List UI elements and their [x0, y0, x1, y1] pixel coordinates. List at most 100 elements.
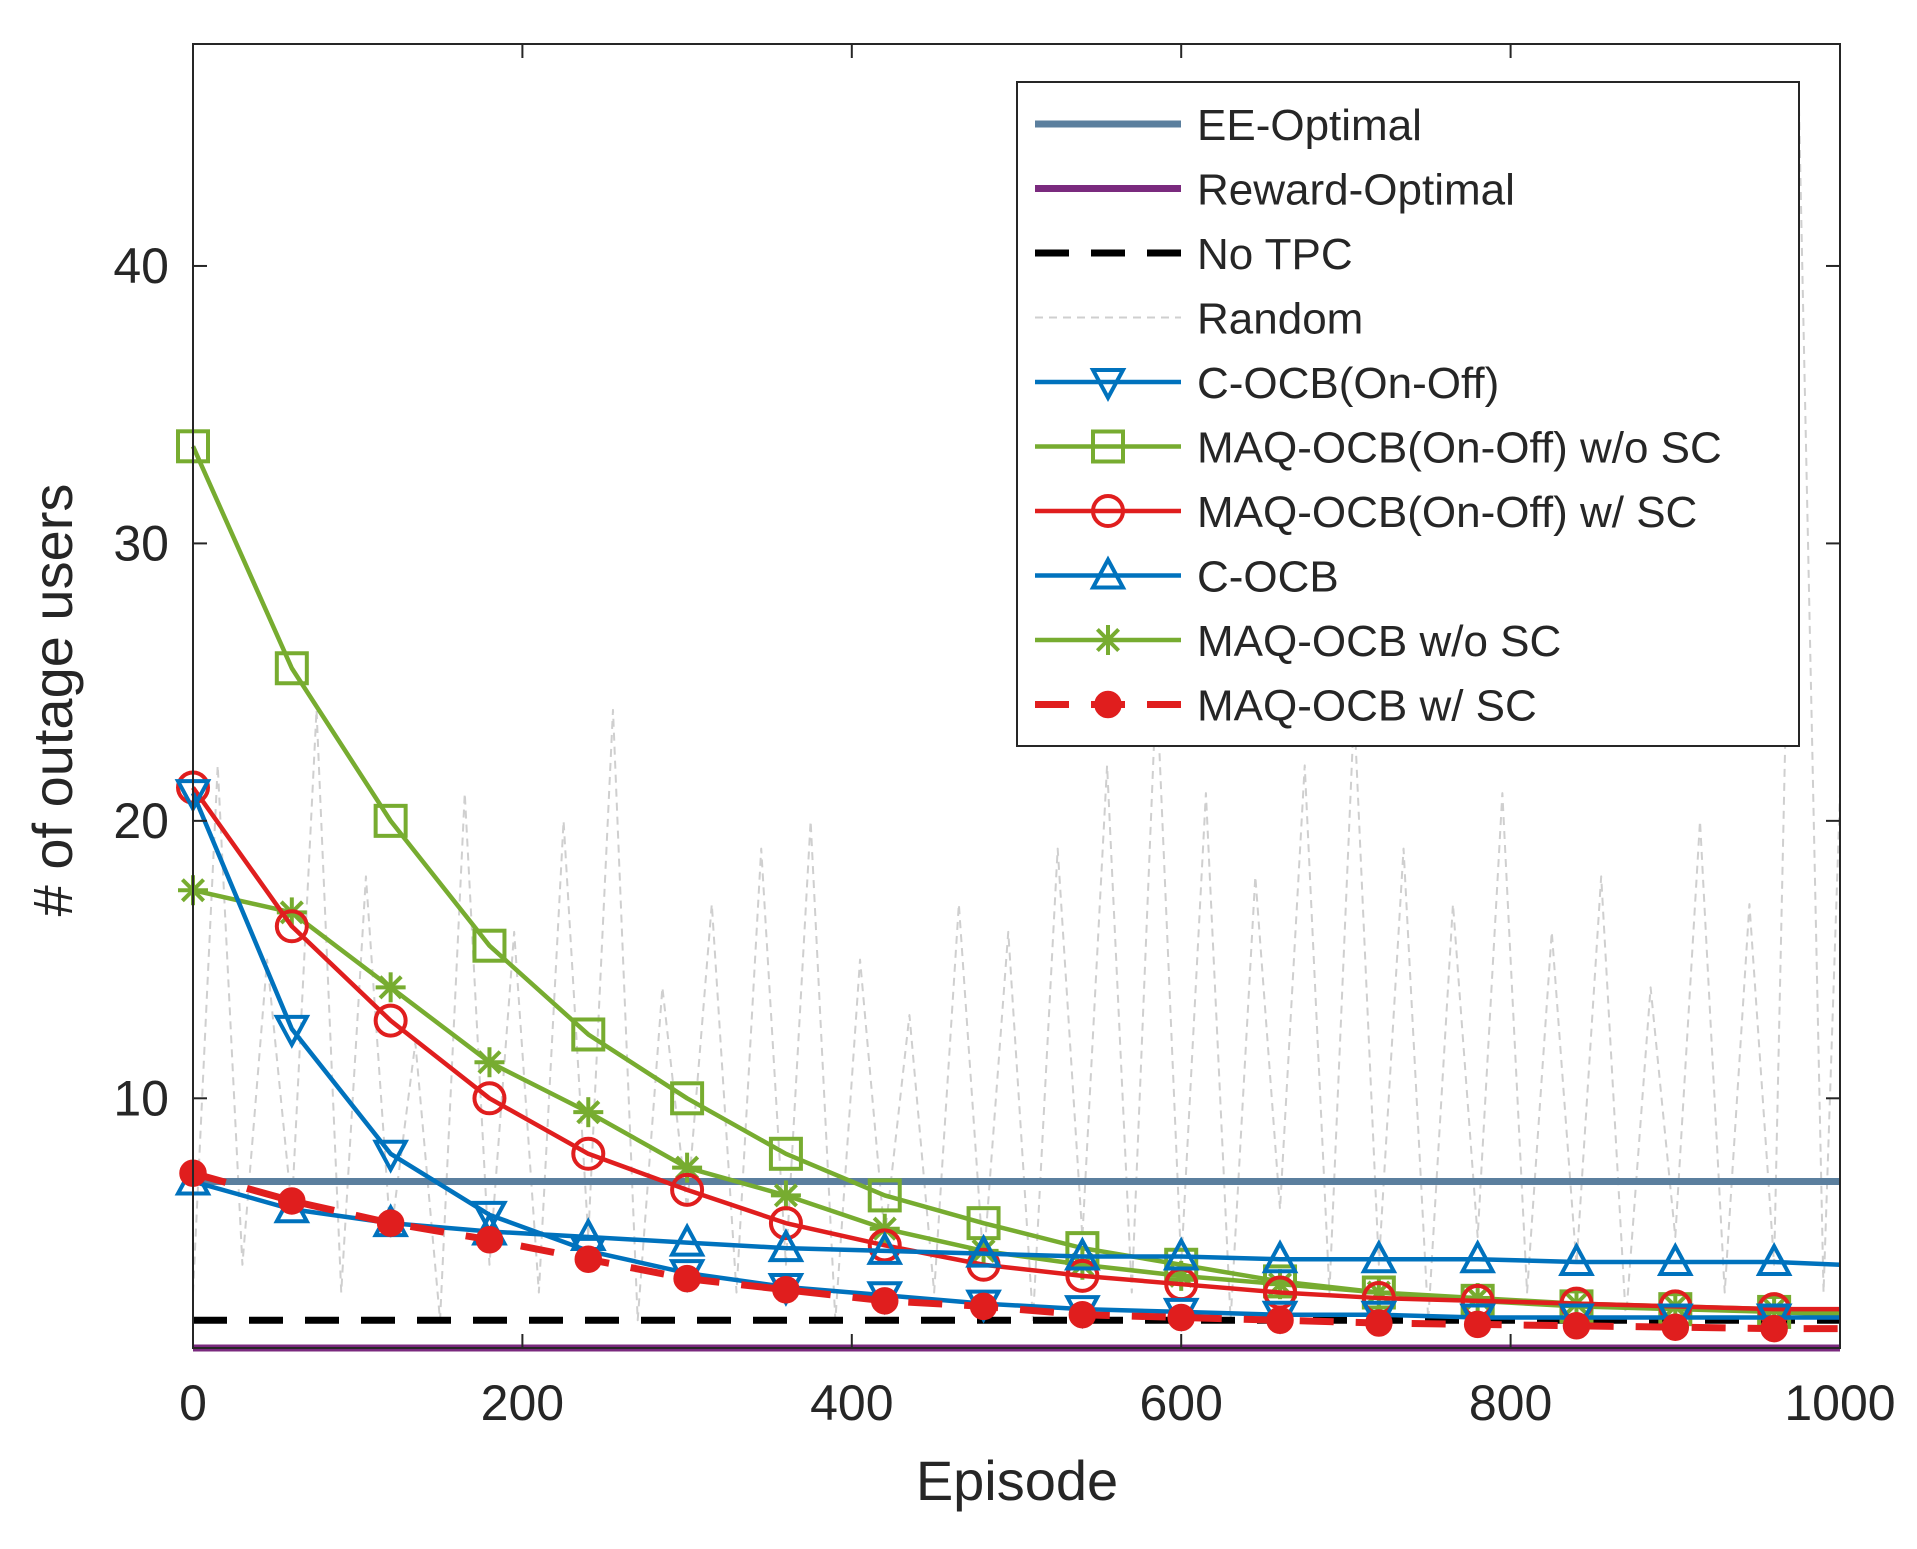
- data-point-maq-ocb-w-o-sc: [474, 1047, 505, 1078]
- y-tick-label: 30: [113, 515, 169, 571]
- data-point-c-ocb: [1755, 1242, 1793, 1276]
- plot-frame: [192, 43, 1841, 1349]
- data-point-maq-ocb-w-o-sc: [573, 1097, 604, 1128]
- legend-box: [1016, 81, 1800, 747]
- asterisk-stroke: [1095, 627, 1121, 653]
- legend-marker: [1089, 555, 1127, 590]
- data-point-c-ocb: [668, 1222, 706, 1257]
- data-point-c-ocb-on-off: [372, 1139, 409, 1174]
- data-point-maq-ocb-on-off-w-sc: [1065, 1258, 1100, 1293]
- legend-item-reward-optimal: Reward-Optimal: [1035, 166, 1515, 215]
- data-point-maq-ocb-on-off-w-sc: [274, 909, 309, 944]
- legend-label: No TPC: [1197, 230, 1353, 279]
- data-point-maq-ocb-on-off-w-o-sc: [571, 1017, 606, 1052]
- data-point-maq-ocb-on-off-w-sc: [571, 1136, 606, 1171]
- data-point-c-ocb: [866, 1230, 904, 1265]
- series-line-c-ocb: [192, 1179, 1841, 1268]
- data-point-c-ocb-on-off: [273, 1014, 311, 1049]
- series-line-c-ocb-on-off: [190, 792, 1840, 1320]
- legend-label: Random: [1197, 295, 1363, 344]
- legend-label: C-OCB: [1197, 553, 1339, 602]
- data-point-maq-ocb-w-sc: [1266, 1306, 1294, 1335]
- data-point-maq-ocb-w-sc: [1068, 1300, 1097, 1329]
- legend: EE-Optimal Reward-Optimal No TPC Random C-OC…: [1016, 81, 1800, 747]
- data-point-maq-ocb-on-off-w-o-sc: [472, 928, 507, 963]
- legend-marker: [1089, 368, 1127, 402]
- x-tick-label: 600: [1139, 1375, 1222, 1431]
- data-point-maq-ocb-on-off-w-sc: [670, 1172, 705, 1207]
- data-point-maq-ocb-w-sc: [870, 1287, 899, 1315]
- series-line-random: [192, 98, 1841, 1322]
- legend-item-c-ocb-on-off: C-OCB(On-Off): [1035, 359, 1499, 408]
- legend-item-random: Random: [1035, 295, 1363, 344]
- y-axis-label: # of outage users: [21, 484, 84, 917]
- series-line-maq-ocb-w-sc: [192, 1169, 1840, 1333]
- data-point-c-ocb: [1064, 1236, 1101, 1271]
- data-point-maq-ocb-w-sc: [1562, 1312, 1591, 1340]
- data-point-maq-ocb-w-o-sc: [375, 972, 406, 1003]
- legend-marker: [1091, 429, 1125, 464]
- legend-label: Reward-Optimal: [1197, 166, 1515, 215]
- data-point-maq-ocb-w-sc: [376, 1209, 405, 1237]
- legend-label: MAQ-OCB(On-Off) w/ SC: [1197, 488, 1697, 537]
- data-point-maq-ocb-on-off-w-o-sc: [768, 1136, 803, 1171]
- tick-layer: 0 200 400 600 800 1000 10 20 30 40: [113, 44, 1896, 1431]
- legend-label: EE-Optimal: [1197, 101, 1422, 150]
- legend-item-maq-ocb-on-off-w-sc: MAQ-OCB(On-Off) w/ SC: [1035, 488, 1697, 537]
- legend-label: MAQ-OCB(On-Off) w/o SC: [1197, 424, 1722, 473]
- data-point-c-ocb: [767, 1228, 805, 1263]
- data-point-maq-ocb-on-off-w-o-sc: [373, 803, 408, 838]
- data-point-maq-ocb-w-o-sc: [770, 1180, 801, 1211]
- data-point-maq-ocb-on-off-w-sc: [867, 1228, 902, 1263]
- y-tick-label: 20: [113, 793, 169, 849]
- data-point-c-ocb: [1360, 1239, 1398, 1274]
- data-point-maq-ocb-on-off-w-o-sc: [274, 651, 309, 686]
- asterisk-stroke: [773, 1183, 798, 1208]
- legend-item-maq-ocb-w-sc: MAQ-OCB w/ SC: [1035, 682, 1537, 731]
- legend-item-maq-ocb-w-o-sc: MAQ-OCB w/o SC: [1035, 617, 1561, 666]
- data-point-maq-ocb-w-sc: [1463, 1310, 1492, 1339]
- legend-label: C-OCB(On-Off): [1197, 359, 1499, 408]
- data-point-maq-ocb-w-sc: [1167, 1303, 1195, 1332]
- legend-marker: [1094, 690, 1122, 719]
- data-point-maq-ocb-on-off-w-sc: [768, 1206, 803, 1241]
- data-point-c-ocb: [965, 1233, 1002, 1268]
- legend-marker: [1091, 494, 1125, 528]
- data-point-c-ocb: [1261, 1239, 1299, 1274]
- legend-item-maq-ocb-on-off-w-o-sc: MAQ-OCB(On-Off) w/o SC: [1035, 424, 1722, 473]
- data-point-maq-ocb-w-sc: [772, 1275, 800, 1304]
- series-random: [192, 98, 1841, 1322]
- data-point-maq-ocb-on-off-w-o-sc: [670, 1081, 705, 1116]
- legend-label: MAQ-OCB w/o SC: [1197, 617, 1561, 666]
- x-tick-label: 400: [810, 1375, 893, 1431]
- data-point-c-ocb: [1459, 1239, 1497, 1274]
- x-tick-label: 200: [481, 1375, 564, 1431]
- data-point-maq-ocb-w-sc: [1661, 1313, 1690, 1341]
- asterisk-stroke: [477, 1050, 502, 1075]
- x-axis-label: Episode: [916, 1449, 1118, 1512]
- asterisk-stroke: [576, 1100, 601, 1125]
- data-point-maq-ocb-on-off-w-o-sc: [867, 1178, 902, 1213]
- legend-item-ee-optimal: EE-Optimal: [1035, 101, 1422, 150]
- data-point-maq-ocb-w-sc: [673, 1264, 701, 1293]
- data-point-maq-ocb-on-off-w-sc: [472, 1081, 507, 1116]
- data-point-maq-ocb-w-sc: [969, 1292, 998, 1321]
- y-tick-label: 10: [113, 1070, 169, 1126]
- x-tick-label: 800: [1469, 1375, 1552, 1431]
- series-layer: [174, 98, 1841, 1352]
- asterisk-stroke: [378, 975, 403, 1000]
- series-maq-ocb-w-sc: [179, 1159, 1840, 1343]
- data-point-c-ocb: [1656, 1242, 1694, 1276]
- data-point-maq-ocb-w-sc: [475, 1226, 504, 1254]
- data-point-c-ocb: [1558, 1242, 1595, 1276]
- y-tick-label: 40: [113, 238, 169, 294]
- data-point-maq-ocb-on-off-w-sc: [373, 1003, 408, 1038]
- legend-item-c-ocb: C-OCB: [1035, 553, 1339, 602]
- data-point-maq-ocb-w-sc: [1365, 1309, 1393, 1337]
- data-point-c-ocb: [1162, 1236, 1200, 1271]
- legend-item-no-tpc: No TPC: [1035, 230, 1353, 279]
- data-point-maq-ocb-w-sc: [574, 1245, 603, 1273]
- data-point-maq-ocb-w-sc: [278, 1187, 306, 1215]
- data-point-maq-ocb-w-sc: [1760, 1314, 1788, 1343]
